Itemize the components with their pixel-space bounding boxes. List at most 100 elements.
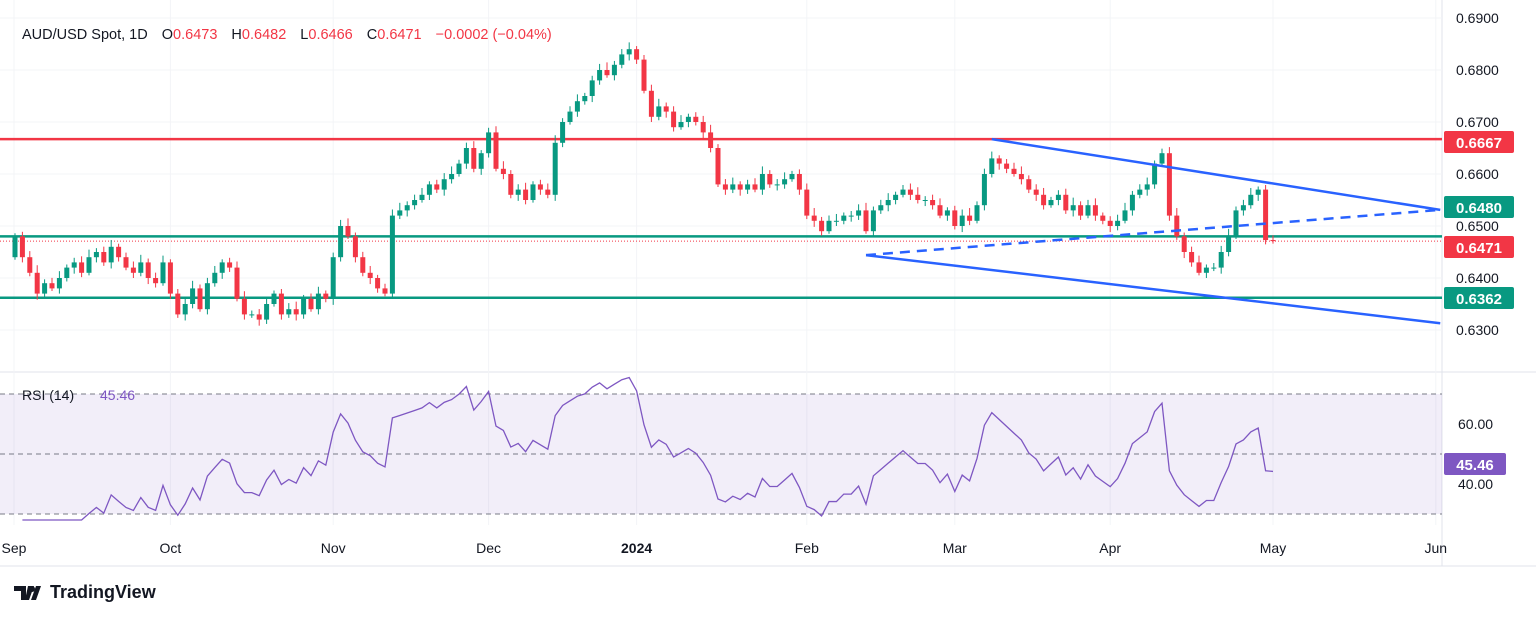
time-tick-label: Nov [321,540,346,556]
candle-body [145,262,151,278]
rsi-tick-label: 40.00 [1458,476,1493,492]
candle-body [567,111,573,122]
time-tick-label: Jun [1425,540,1448,556]
mid-dashed-trendline [865,208,1441,257]
candle-body [1189,252,1195,263]
candle-body [967,215,973,221]
candle-body [308,298,314,310]
candle-body [190,288,196,304]
candle-body [589,80,595,96]
tradingview-logo[interactable]: TradingView [14,582,156,603]
candle-body [419,194,425,200]
time-tick-label: 2024 [621,540,652,556]
candle-body [1011,168,1017,174]
candle-body [930,200,936,206]
candle-body [42,283,48,294]
candle-body [116,246,122,258]
candle-body [641,59,647,91]
time-tick-label: Sep [2,540,27,556]
candle-body [1122,210,1128,221]
candle-body [671,111,677,128]
candle-body [508,174,514,195]
candle-body [1129,194,1135,211]
candle-body [952,210,958,226]
symbol-label[interactable]: AUD/USD Spot, 1D [22,27,148,43]
candle-body [315,293,321,310]
time-tick-label: May [1260,540,1286,556]
candle-body [271,293,277,304]
candle-body [730,184,736,190]
candle-body [493,132,499,169]
time-tick-label: Apr [1099,540,1121,556]
candle-body [301,298,307,315]
price-tick-label: 0.6500 [1456,218,1499,234]
candle-body [19,236,25,258]
candle-body [597,70,603,81]
candle-body [197,288,203,310]
candle-body [471,148,477,169]
low-value: 0.6466 [308,27,353,43]
candle-body [360,257,366,273]
brand-label: TradingView [50,582,156,602]
last-price-label: 0.6471 [1456,240,1502,257]
level-price-label-bg [1444,287,1514,309]
candle-body [1070,205,1076,211]
candle-body [397,210,403,216]
candle-body [375,278,381,289]
candle-body [693,116,699,122]
candle-body [1174,215,1180,237]
candle-body [996,158,1002,164]
candle-body [449,174,455,180]
candle-body [1218,252,1224,268]
candle-body [382,288,388,294]
candle-body [1026,179,1032,190]
candle-body [352,236,358,258]
candle-body [611,64,617,76]
candle-body [752,184,758,190]
candle-body [944,210,950,216]
candle-body [345,226,351,237]
candle-body [1159,153,1165,164]
candle-body [782,179,788,185]
level-price-label: 0.6480 [1456,200,1502,217]
price-tick-label: 0.6700 [1456,114,1499,130]
rsi-value-tag-bg [1444,453,1506,475]
candle-body [486,132,492,154]
candle-body [478,153,484,169]
candle-body [278,293,284,315]
candle-body [981,174,987,206]
candle-body [841,215,847,221]
time-tick-label: Oct [160,540,182,556]
candle-body [1144,184,1150,190]
candle-body [412,200,418,206]
level-price-label: 0.6362 [1456,291,1502,308]
candle-body [811,215,817,221]
candle-body [1063,194,1069,211]
candle-body [1255,189,1261,195]
price-tick-label: 0.6400 [1456,270,1499,286]
close-key: C [366,27,378,43]
candle-body [182,304,188,315]
level-price-label-bg [1444,131,1514,153]
candle-body [1078,205,1084,216]
candle-body [123,257,129,268]
time-tick-label: Mar [943,540,967,556]
candle-body [685,116,691,122]
candle-body [338,226,344,258]
candle-body [1166,153,1172,216]
candle-body [12,236,18,258]
candle-body [27,257,33,273]
candle-body [759,174,765,190]
candle-body [737,184,743,190]
candle-body [1100,215,1106,221]
candle-body [656,106,662,117]
candle-body [234,267,240,299]
candle-body [219,262,225,273]
time-tick-label: Dec [476,540,501,556]
rsi-line [22,376,1274,521]
candle-body [175,293,181,315]
low-key: L [300,27,309,43]
candle-body [160,262,166,284]
